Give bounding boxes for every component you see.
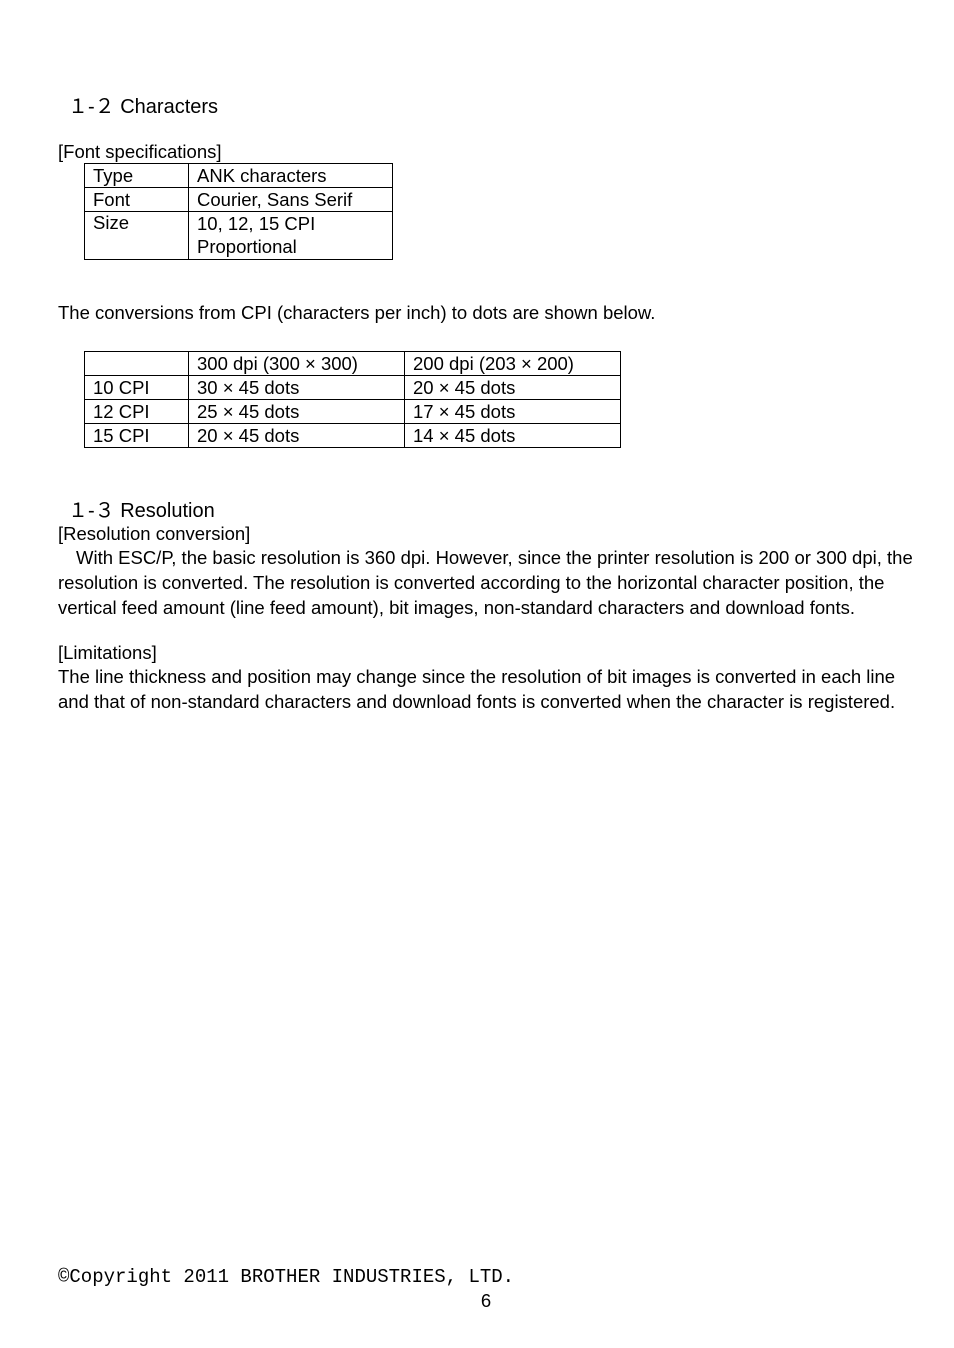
- limitations-paragraph: The line thickness and position may chan…: [58, 664, 914, 714]
- section-heading-resolution: １-３ Resolution: [68, 494, 914, 523]
- page-footer: ©Copyright 2011 BROTHER INDUSTRIES, LTD.…: [58, 1266, 914, 1312]
- cell-font-value: Courier, Sans Serif: [189, 188, 393, 212]
- limitations-subhead: [Limitations]: [58, 642, 914, 664]
- cell: 20 × 45 dots: [189, 424, 405, 448]
- conversion-intro-text: The conversions from CPI (characters per…: [58, 300, 914, 325]
- resolution-conversion-paragraph: With ESC/P, the basic resolution is 360 …: [58, 545, 914, 620]
- page-number: 6: [58, 1290, 914, 1312]
- section-heading-characters: １-２ Characters: [68, 90, 914, 119]
- cpi-conversion-table: 300 dpi (300 × 300) 200 dpi (203 × 200) …: [84, 351, 621, 448]
- resolution-conversion-subhead: [Resolution conversion]: [58, 523, 914, 545]
- cell-type-label: Type: [85, 164, 189, 188]
- table-row: 12 CPI 25 × 45 dots 17 × 45 dots: [85, 400, 621, 424]
- cell: 25 × 45 dots: [189, 400, 405, 424]
- cell-size-label: Size: [85, 212, 189, 260]
- table-row: 15 CPI 20 × 45 dots 14 × 45 dots: [85, 424, 621, 448]
- cell: 14 × 45 dots: [405, 424, 621, 448]
- cell: 30 × 45 dots: [189, 376, 405, 400]
- cell-font-label: Font: [85, 188, 189, 212]
- cell: 10 CPI: [85, 376, 189, 400]
- font-spec-subhead: [Font specifications]: [58, 141, 914, 163]
- cell: 200 dpi (203 × 200): [405, 352, 621, 376]
- table-row: 300 dpi (300 × 300) 200 dpi (203 × 200): [85, 352, 621, 376]
- cell: 300 dpi (300 × 300): [189, 352, 405, 376]
- table-row: 10 CPI 30 × 45 dots 20 × 45 dots: [85, 376, 621, 400]
- cell: [85, 352, 189, 376]
- cell-size-value-2: Proportional: [189, 236, 393, 260]
- cell-type-value: ANK characters: [189, 164, 393, 188]
- cell: 15 CPI: [85, 424, 189, 448]
- table-row: Font Courier, Sans Serif: [85, 188, 393, 212]
- copyright-text: ©Copyright 2011 BROTHER INDUSTRIES, LTD.: [58, 1266, 914, 1288]
- cell-size-value-1: 10, 12, 15 CPI: [189, 212, 393, 236]
- font-spec-table: Type ANK characters Font Courier, Sans S…: [84, 163, 393, 260]
- cell: 12 CPI: [85, 400, 189, 424]
- cell: 20 × 45 dots: [405, 376, 621, 400]
- table-row: Type ANK characters: [85, 164, 393, 188]
- cell: 17 × 45 dots: [405, 400, 621, 424]
- table-row: Size 10, 12, 15 CPI: [85, 212, 393, 236]
